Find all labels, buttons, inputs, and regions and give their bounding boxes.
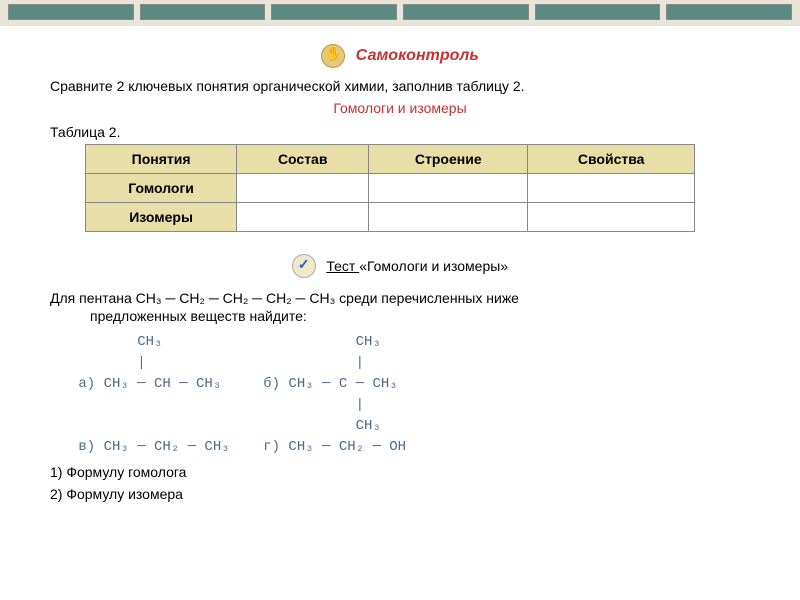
cell — [369, 174, 528, 203]
hand-icon — [321, 44, 345, 68]
formula-line: CH₃ — [70, 418, 381, 434]
table-row: Гомологи — [86, 174, 695, 203]
main-content: Самоконтроль Сравните 2 ключевых понятия… — [0, 26, 800, 502]
nav-block — [8, 4, 134, 20]
col-header: Состав — [237, 145, 369, 174]
cell — [369, 203, 528, 232]
table-header-row: Понятия Состав Строение Свойства — [86, 145, 695, 174]
comparison-table: Понятия Состав Строение Свойства Гомолог… — [85, 144, 695, 232]
nav-block — [535, 4, 661, 20]
nav-block — [403, 4, 529, 20]
pentane-indent: предложенных веществ найдите: — [90, 308, 750, 324]
instruction-text: Сравните 2 ключевых понятия органической… — [50, 78, 750, 94]
top-nav-bar — [0, 0, 800, 26]
formula-line: | | — [70, 355, 364, 371]
cell — [237, 203, 369, 232]
formula-line: в) CH₃ ─ CH₂ ─ CH₃ г) CH₃ ─ CH₂ ─ OH — [70, 439, 406, 455]
formula-line: а) CH₃ ─ CH ─ CH₃ б) CH₃ ─ C ─ CH₃ — [70, 376, 398, 392]
nav-block — [140, 4, 266, 20]
nav-block — [666, 4, 792, 20]
check-icon — [292, 254, 316, 278]
col-header: Строение — [369, 145, 528, 174]
answer-1: 1) Формулу гомолога — [50, 464, 750, 480]
formula-line: CH₃ CH₃ — [70, 334, 381, 350]
title-row: Самоконтроль — [50, 44, 750, 68]
page-title: Самоконтроль — [356, 47, 479, 64]
col-header: Понятия — [86, 145, 237, 174]
cell — [528, 203, 695, 232]
table-label: Таблица 2. — [50, 124, 750, 140]
test-title: Тест «Гомологи и изомеры» — [326, 258, 508, 274]
cell — [237, 174, 369, 203]
formula-block: CH₃ CH₃ | | а) CH₃ ─ CH ─ CH₃ б) CH₃ ─ C… — [70, 332, 750, 458]
cell — [528, 174, 695, 203]
row-header: Изомеры — [86, 203, 237, 232]
row-header: Гомологи — [86, 174, 237, 203]
table-row: Изомеры — [86, 203, 695, 232]
nav-block — [271, 4, 397, 20]
test-underline: Тест — [326, 258, 359, 274]
pentane-line: Для пентана СН₃ ─ СН₂ ─ СН₂ ─ СН₂ ─ СН₃ … — [50, 290, 750, 306]
formula-line: | — [70, 397, 364, 413]
test-rest: «Гомологи и изомеры» — [359, 258, 508, 274]
col-header: Свойства — [528, 145, 695, 174]
test-title-row: Тест «Гомологи и изомеры» — [50, 254, 750, 278]
answer-2: 2) Формулу изомера — [50, 486, 750, 502]
subtitle-text: Гомологи и изомеры — [50, 100, 750, 116]
